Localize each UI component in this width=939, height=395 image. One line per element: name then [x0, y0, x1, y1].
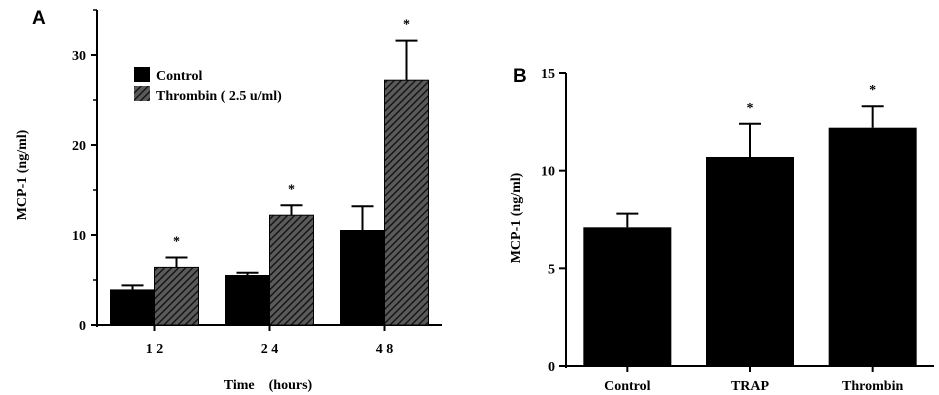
- panel-b-x-tick-label: Thrombin: [842, 379, 903, 394]
- panel-a-y-tick-label: 20: [72, 139, 86, 154]
- bar-control: [110, 289, 155, 326]
- bar-control: [225, 275, 270, 326]
- panel-a-plot: 0 10 20 30 1 2 2 4 4 8 * * *: [72, 9, 442, 357]
- legend-label-control: Control: [156, 69, 203, 84]
- panel-a-y-tick-label: 30: [72, 49, 86, 64]
- significance-marker: *: [173, 235, 180, 250]
- panel-b-y-axis-label: MCP-1 (ng/ml): [509, 172, 524, 263]
- panel-a-x-axis-label: Time (hours): [224, 378, 313, 393]
- panel-b-y-tick-label: 5: [548, 262, 555, 277]
- legend-swatch-thrombin: [134, 86, 150, 101]
- panel-a-y-tick-label: 0: [79, 319, 86, 334]
- bar-thrombin: [384, 79, 429, 326]
- significance-marker: *: [869, 83, 876, 98]
- bar-control: [583, 227, 672, 366]
- panel-b-x-tick-label: TRAP: [731, 379, 770, 394]
- panel-a-x-tick-label: 2 4: [261, 342, 279, 357]
- bar-trap: [706, 156, 794, 366]
- panel-a-x-tick-label: 1 2: [146, 342, 164, 357]
- panel-a-label: A: [32, 8, 46, 29]
- panel-a-y-axis-label: MCP-1 (ng/ml): [15, 129, 30, 220]
- panel-a-x-tick-label: 4 8: [376, 342, 394, 357]
- panel-b-y-tick-label: 10: [541, 165, 555, 180]
- bar-thrombin: [154, 266, 199, 326]
- bar-thrombin: [828, 127, 917, 367]
- significance-marker: *: [288, 182, 295, 197]
- panel-a-legend: Control Thrombin ( 2.5 u/ml): [134, 67, 282, 104]
- panel-b-y-tick-label: 15: [541, 67, 555, 82]
- legend-swatch-control: [134, 67, 150, 82]
- panel-b-y-tick-label: 0: [548, 360, 555, 375]
- legend-label-thrombin: Thrombin ( 2.5 u/ml): [156, 89, 282, 104]
- panel-b-x-tick-label: Control: [604, 379, 651, 394]
- significance-marker: *: [403, 18, 410, 33]
- panel-b-plot: 0 5 10 15 Control TRAP Thrombin * *: [541, 67, 934, 394]
- bar-control: [340, 230, 385, 326]
- panel-b-label: B: [513, 66, 527, 87]
- bar-thrombin: [269, 214, 314, 326]
- significance-marker: *: [747, 101, 754, 116]
- panel-a-y-tick-label: 10: [72, 229, 86, 244]
